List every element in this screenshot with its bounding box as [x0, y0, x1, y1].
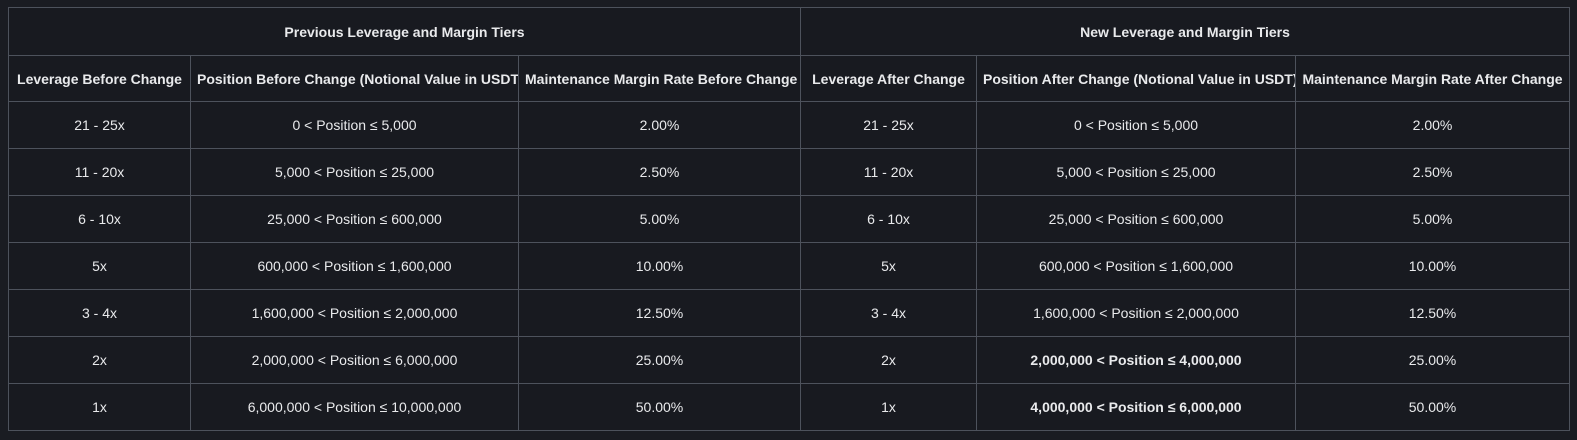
- table-row: 5x 600,000 < Position ≤ 1,600,000 10.00%…: [8, 242, 1571, 290]
- cell-position-after: 0 < Position ≤ 5,000: [976, 101, 1296, 149]
- cell-leverage-after: 11 - 20x: [800, 148, 977, 196]
- cell-mmr-after: 50.00%: [1294, 383, 1571, 431]
- column-header-mmr-after: Maintenance Margin Rate After Change: [1294, 55, 1571, 102]
- cell-mmr-after: 25.00%: [1294, 336, 1571, 384]
- cell-position-after: 25,000 < Position ≤ 600,000: [976, 195, 1296, 243]
- cell-position-before: 1,600,000 < Position ≤ 2,000,000: [190, 289, 519, 337]
- cell-leverage-before: 3 - 4x: [8, 289, 191, 337]
- cell-mmr-after: 2.00%: [1294, 101, 1571, 149]
- cell-mmr-before: 2.00%: [518, 101, 801, 149]
- cell-leverage-after: 6 - 10x: [800, 195, 977, 243]
- cell-position-before: 2,000,000 < Position ≤ 6,000,000: [190, 336, 519, 384]
- group-header-row: Previous Leverage and Margin Tiers New L…: [8, 7, 1571, 56]
- column-header-position-before: Position Before Change (Notional Value i…: [190, 55, 519, 102]
- group-header-new: New Leverage and Margin Tiers: [799, 7, 1571, 56]
- table-row: 1x 6,000,000 < Position ≤ 10,000,000 50.…: [8, 383, 1571, 431]
- cell-leverage-after: 1x: [800, 383, 977, 431]
- cell-leverage-before: 5x: [8, 242, 191, 290]
- cell-position-after: 1,600,000 < Position ≤ 2,000,000: [976, 289, 1296, 337]
- table-row: 6 - 10x 25,000 < Position ≤ 600,000 5.00…: [8, 195, 1571, 243]
- table-row: 21 - 25x 0 < Position ≤ 5,000 2.00% 21 -…: [8, 101, 1571, 149]
- cell-mmr-after: 10.00%: [1294, 242, 1571, 290]
- cell-leverage-after: 2x: [800, 336, 977, 384]
- table-row: 2x 2,000,000 < Position ≤ 6,000,000 25.0…: [8, 336, 1571, 384]
- cell-leverage-after: 3 - 4x: [800, 289, 977, 337]
- cell-position-after-changed: 2,000,000 < Position ≤ 4,000,000: [976, 336, 1296, 384]
- cell-position-after: 600,000 < Position ≤ 1,600,000: [976, 242, 1296, 290]
- cell-mmr-before: 50.00%: [518, 383, 801, 431]
- group-header-previous: Previous Leverage and Margin Tiers: [8, 7, 801, 56]
- cell-position-before: 25,000 < Position ≤ 600,000: [190, 195, 519, 243]
- column-header-row: Leverage Before Change Position Before C…: [8, 55, 1571, 102]
- cell-position-before: 6,000,000 < Position ≤ 10,000,000: [190, 383, 519, 431]
- cell-mmr-after: 2.50%: [1294, 148, 1571, 196]
- cell-position-before: 5,000 < Position ≤ 25,000: [190, 148, 519, 196]
- cell-mmr-before: 25.00%: [518, 336, 801, 384]
- cell-position-before: 600,000 < Position ≤ 1,600,000: [190, 242, 519, 290]
- cell-leverage-after: 21 - 25x: [800, 101, 977, 149]
- cell-leverage-after: 5x: [800, 242, 977, 290]
- column-header-leverage-before: Leverage Before Change: [8, 55, 191, 102]
- cell-position-after-changed: 4,000,000 < Position ≤ 6,000,000: [976, 383, 1296, 431]
- column-header-leverage-after: Leverage After Change: [800, 55, 977, 102]
- column-header-mmr-before: Maintenance Margin Rate Before Change: [518, 55, 801, 102]
- cell-mmr-before: 10.00%: [518, 242, 801, 290]
- cell-position-before: 0 < Position ≤ 5,000: [190, 101, 519, 149]
- cell-position-after: 5,000 < Position ≤ 25,000: [976, 148, 1296, 196]
- cell-leverage-before: 11 - 20x: [8, 148, 191, 196]
- cell-mmr-after: 12.50%: [1294, 289, 1571, 337]
- cell-mmr-before: 2.50%: [518, 148, 801, 196]
- cell-mmr-after: 5.00%: [1294, 195, 1571, 243]
- cell-mmr-before: 5.00%: [518, 195, 801, 243]
- table-row: 3 - 4x 1,600,000 < Position ≤ 2,000,000 …: [8, 289, 1571, 337]
- cell-leverage-before: 6 - 10x: [8, 195, 191, 243]
- column-header-position-after: Position After Change (Notional Value in…: [976, 55, 1296, 102]
- leverage-margin-tiers-table: Previous Leverage and Margin Tiers New L…: [8, 7, 1571, 431]
- cell-leverage-before: 1x: [8, 383, 191, 431]
- table-row: 11 - 20x 5,000 < Position ≤ 25,000 2.50%…: [8, 148, 1571, 196]
- cell-leverage-before: 2x: [8, 336, 191, 384]
- cell-mmr-before: 12.50%: [518, 289, 801, 337]
- cell-leverage-before: 21 - 25x: [8, 101, 191, 149]
